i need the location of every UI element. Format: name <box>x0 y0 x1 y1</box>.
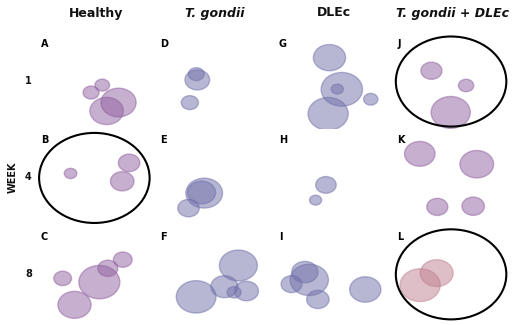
Text: Healthy: Healthy <box>68 6 123 20</box>
Circle shape <box>186 178 222 208</box>
Text: T. gondii: T. gondii <box>185 6 245 20</box>
Text: DLEc: DLEc <box>316 6 351 20</box>
Text: K: K <box>398 135 405 145</box>
Circle shape <box>427 198 448 215</box>
Circle shape <box>181 96 199 110</box>
Text: I: I <box>279 232 282 242</box>
Circle shape <box>211 276 238 298</box>
Text: D: D <box>160 39 168 49</box>
Circle shape <box>292 261 318 283</box>
Circle shape <box>400 269 440 302</box>
Circle shape <box>185 70 210 90</box>
Circle shape <box>405 141 435 166</box>
Circle shape <box>420 260 453 287</box>
Circle shape <box>83 86 99 99</box>
Circle shape <box>307 290 329 308</box>
Circle shape <box>227 287 241 298</box>
Circle shape <box>219 250 257 281</box>
Circle shape <box>421 62 442 79</box>
Circle shape <box>460 150 494 178</box>
Text: L: L <box>398 232 404 242</box>
Text: T. gondii + DLEc: T. gondii + DLEc <box>396 6 509 20</box>
Text: E: E <box>160 135 166 145</box>
Circle shape <box>290 264 328 295</box>
Text: H: H <box>279 135 287 145</box>
Text: J: J <box>398 39 401 49</box>
Circle shape <box>188 68 204 81</box>
Text: WEEK: WEEK <box>8 162 18 193</box>
Text: B: B <box>41 135 48 145</box>
Circle shape <box>316 176 336 193</box>
Circle shape <box>308 98 348 130</box>
Circle shape <box>234 281 258 301</box>
Circle shape <box>310 195 322 205</box>
Text: F: F <box>160 232 166 242</box>
Circle shape <box>313 45 345 71</box>
Circle shape <box>98 260 118 277</box>
Text: C: C <box>41 232 48 242</box>
Circle shape <box>58 291 91 318</box>
Text: 4: 4 <box>25 172 32 182</box>
Text: A: A <box>41 39 49 49</box>
Circle shape <box>95 79 110 91</box>
Circle shape <box>176 280 216 313</box>
Circle shape <box>363 93 378 105</box>
Circle shape <box>188 181 216 204</box>
Circle shape <box>113 252 132 267</box>
Circle shape <box>281 276 302 292</box>
Circle shape <box>178 199 199 217</box>
Circle shape <box>111 172 134 191</box>
Circle shape <box>431 97 470 128</box>
Circle shape <box>331 84 343 94</box>
Circle shape <box>349 277 381 302</box>
Text: 8: 8 <box>25 268 32 279</box>
Text: 1: 1 <box>25 76 32 86</box>
Circle shape <box>118 154 140 172</box>
Text: G: G <box>279 39 286 49</box>
Circle shape <box>321 72 362 106</box>
Circle shape <box>54 271 71 286</box>
Circle shape <box>462 197 484 215</box>
Circle shape <box>79 266 120 299</box>
Circle shape <box>459 79 474 92</box>
Circle shape <box>90 97 124 124</box>
Circle shape <box>101 88 136 117</box>
Circle shape <box>64 168 77 178</box>
